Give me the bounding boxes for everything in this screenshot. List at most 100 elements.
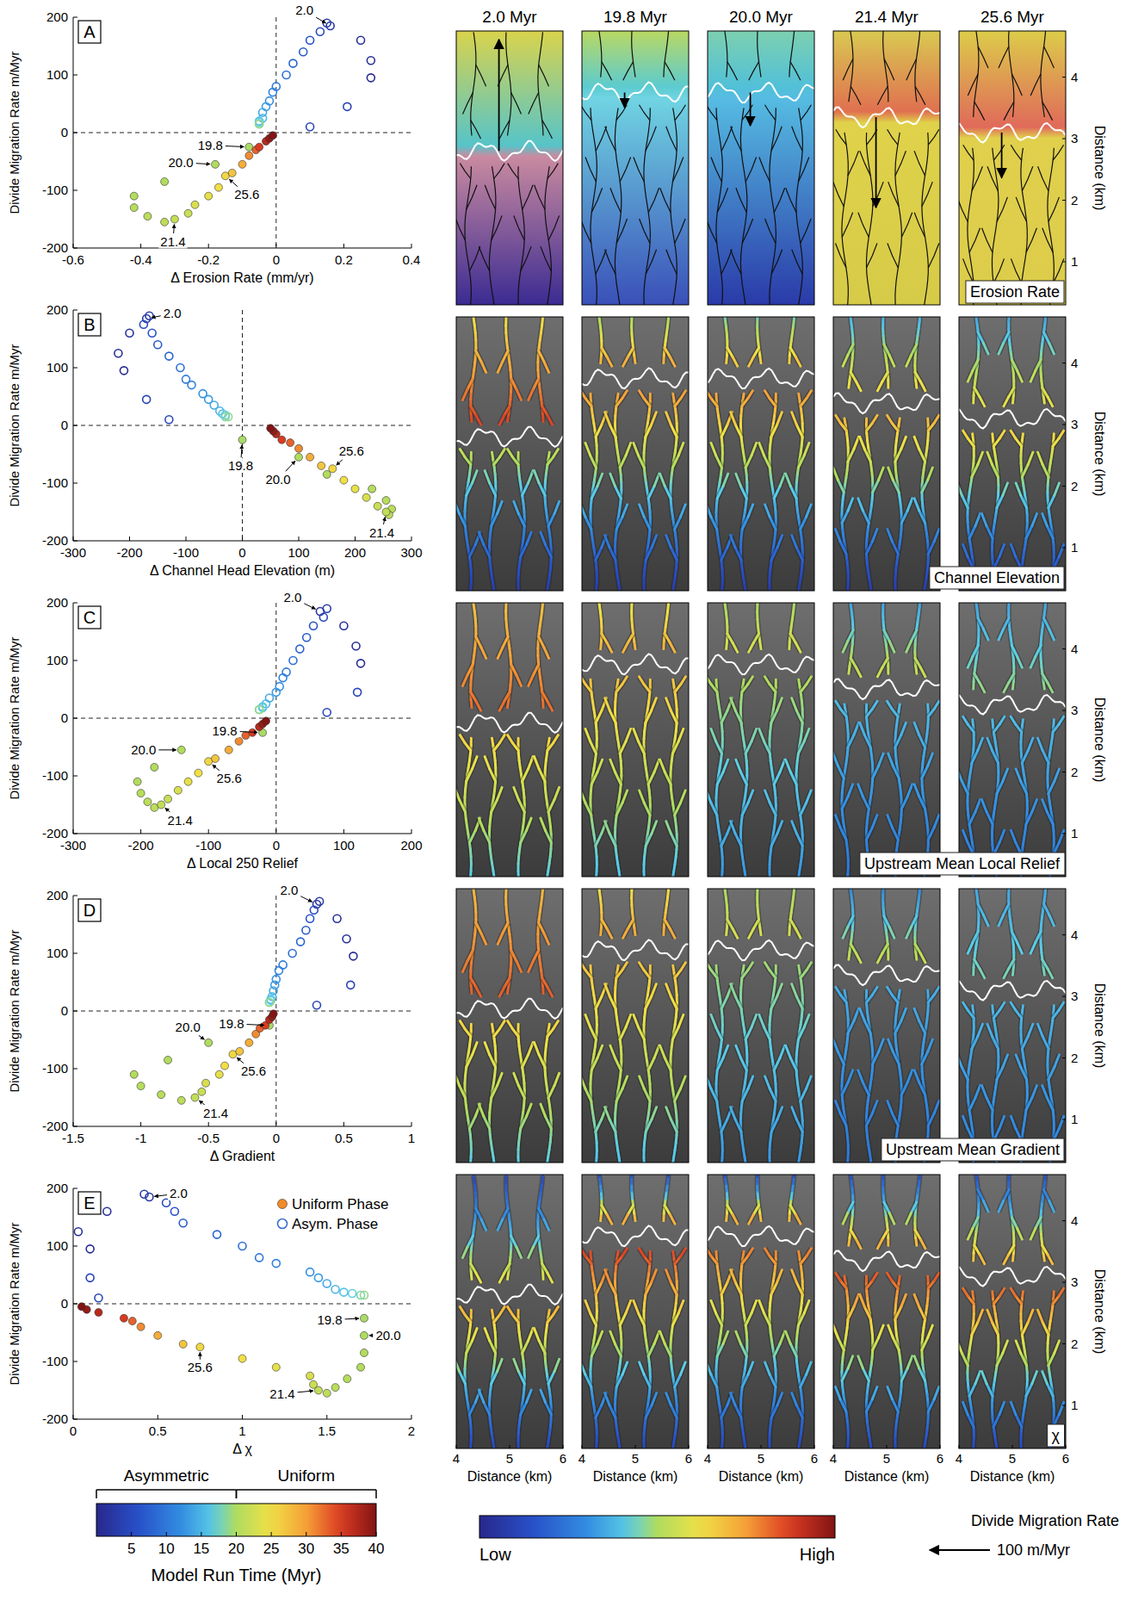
tick: [73, 1125, 78, 1127]
valley: [895, 436, 906, 462]
label-patch: [161, 305, 184, 321]
leader: [196, 162, 211, 165]
channel: [1008, 387, 1015, 397]
channel: [491, 513, 498, 526]
point: [143, 212, 152, 221]
channel: [859, 436, 866, 449]
tick-label: 200: [46, 594, 69, 610]
valley: [476, 350, 487, 372]
tick-label: -0.5: [197, 1130, 220, 1145]
tick-label: -100: [195, 837, 222, 853]
annotation: 2.0: [280, 882, 299, 897]
valley: [507, 735, 519, 751]
annotation: 2.0: [295, 2, 314, 18]
valley: [1042, 387, 1053, 406]
channel: [796, 107, 804, 305]
channel: [790, 347, 796, 358]
marks: [133, 604, 365, 811]
channel: [585, 516, 592, 529]
point: [296, 937, 305, 946]
bracket: [96, 1488, 237, 1491]
channel: [1015, 482, 1021, 495]
valley: [674, 390, 686, 407]
channel: [732, 356, 738, 366]
channel: [548, 513, 555, 526]
channel: [920, 381, 926, 391]
channel: [1042, 101, 1053, 120]
tick-label: -100: [42, 475, 69, 490]
channel: [472, 756, 478, 769]
channel: [488, 166, 496, 305]
annotation: 19.8: [197, 137, 223, 153]
channel: [972, 359, 978, 372]
channel: [765, 504, 771, 517]
tick: [73, 309, 78, 311]
tick-label: 100: [46, 359, 69, 375]
point: [211, 160, 220, 168]
point: [238, 435, 247, 444]
map: [581, 602, 689, 877]
channel: [748, 61, 760, 81]
channel: [730, 126, 742, 152]
tick-label: 40: [368, 1540, 385, 1557]
channel: [849, 316, 851, 322]
tick: [1062, 546, 1066, 548]
tick: [200, 1531, 202, 1536]
channel: [516, 389, 522, 401]
point: [359, 1348, 368, 1356]
point: [306, 36, 315, 44]
point: [184, 209, 192, 217]
channel: [976, 316, 978, 322]
channel: [639, 504, 645, 517]
point: [302, 926, 310, 935]
point: [352, 642, 360, 650]
panel-letter-box: [78, 1191, 101, 1214]
tick-label: 200: [344, 544, 366, 560]
column-title: 21.4 Myr: [854, 7, 920, 26]
legend: Uniform PhaseAsym. Phase: [278, 1195, 390, 1232]
channel: [707, 504, 712, 517]
valley: [538, 636, 550, 658]
tick-label: 0: [238, 544, 246, 560]
tick-label: 15: [192, 1540, 210, 1557]
channel: [664, 347, 670, 358]
channel: [1030, 371, 1036, 383]
divide: [833, 393, 941, 415]
channel: [921, 479, 928, 492]
valley: [915, 371, 926, 391]
axis-title: Δ Gradient: [210, 1148, 276, 1163]
label-patch: [167, 1185, 190, 1201]
valley: [459, 449, 471, 465]
channel: [642, 585, 645, 591]
tick-label: 100: [46, 67, 69, 82]
channel: [622, 390, 628, 399]
migration-arrow: [875, 117, 878, 208]
tick: [208, 828, 210, 834]
annotation: 25.6: [187, 1359, 213, 1374]
tick: [73, 132, 78, 134]
tick-label: 0: [272, 1130, 280, 1145]
channel: [594, 585, 599, 591]
channel: [727, 347, 733, 358]
channel: [1044, 316, 1048, 322]
point: [179, 1339, 187, 1348]
annotation: 21.4: [160, 234, 186, 249]
axis-title: Distance (km): [1092, 411, 1108, 497]
map-frame: [958, 316, 1066, 591]
point: [191, 1093, 199, 1102]
channel: [736, 187, 747, 213]
channel: [522, 185, 533, 211]
point: [357, 1362, 365, 1371]
channel: [855, 381, 861, 391]
channel: [877, 381, 883, 391]
point: [177, 745, 186, 754]
point: [357, 36, 365, 44]
channel: [585, 442, 591, 455]
tick-label: 0: [61, 1295, 69, 1311]
tick-label: 100: [46, 652, 69, 668]
tick-label: 1.5: [317, 1422, 336, 1438]
valley: [730, 412, 742, 438]
tick: [1062, 260, 1066, 262]
axis-title: Δ χ: [232, 1441, 253, 1456]
channel: [680, 390, 687, 399]
